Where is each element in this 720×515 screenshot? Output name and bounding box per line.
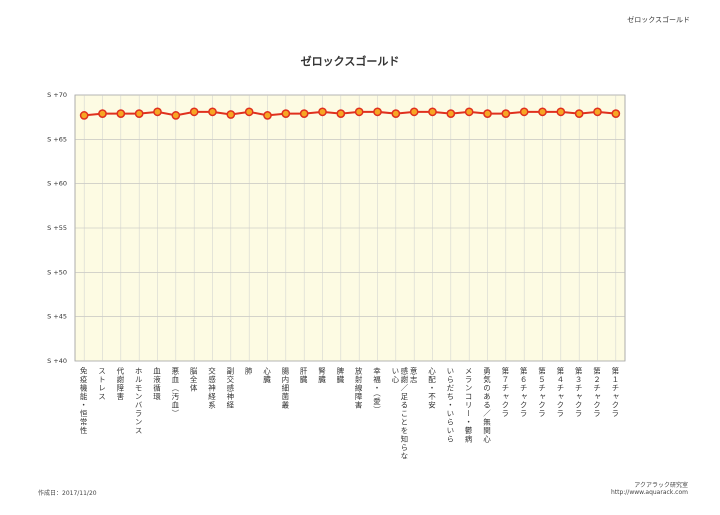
data-point [391, 109, 401, 118]
x-tick-label: 勇気のある／無関心 [482, 367, 492, 444]
data-point [281, 109, 291, 118]
data-point [171, 111, 181, 120]
x-tick-label: 幸福・（愛） [372, 367, 382, 415]
data-point [299, 109, 309, 118]
data-point [354, 107, 364, 117]
x-tick-label: 第５チャクラ [537, 367, 547, 418]
data-point [318, 107, 327, 117]
x-tick-label: 副交感神経 [225, 367, 235, 410]
x-tick-label: 第２チャクラ [592, 367, 602, 418]
organization: アクアラック研究室 [634, 482, 688, 489]
x-tick-label: メランコリー・鬱病 [464, 367, 474, 444]
x-tick-label: 脾臓 [335, 367, 345, 384]
data-point [611, 109, 621, 118]
y-tick-label: S +50 [47, 268, 67, 276]
data-point [79, 111, 89, 120]
x-tick-label: 感謝／足ることを知らない心 [390, 367, 409, 461]
x-tick-label: 腸内細菌叢 [280, 367, 290, 410]
y-tick-label: S +45 [47, 313, 67, 321]
data-point [409, 107, 419, 117]
x-tick-label: 意志 [409, 367, 419, 384]
data-point [98, 109, 107, 118]
data-point [519, 107, 529, 117]
x-tick-label: 第７チャクラ [500, 367, 510, 418]
x-tick-label: ホルモンバランス [134, 367, 144, 435]
y-tick-label: S +65 [47, 135, 67, 143]
x-tick-label: 第６チャクラ [519, 367, 529, 418]
x-tick-label: 肺 [244, 367, 254, 376]
x-tick-label: 脳全体 [189, 367, 199, 393]
y-tick-label: S +70 [47, 91, 67, 99]
data-point [556, 107, 566, 117]
data-point [134, 109, 144, 118]
data-point [208, 107, 217, 117]
x-tick-label: 血液循環 [152, 367, 162, 401]
data-point [153, 107, 162, 117]
x-tick-label: 肝臓 [299, 367, 309, 384]
data-point [428, 107, 437, 117]
x-tick-label: いらだち・いらいら [445, 367, 455, 444]
url: http://www.aquarack.com [610, 489, 688, 496]
data-point [336, 109, 346, 118]
data-point [464, 107, 474, 117]
data-point [189, 107, 199, 117]
data-point [116, 109, 126, 118]
data-point [263, 111, 272, 120]
x-tick-label: 第１チャクラ [610, 367, 620, 418]
y-tick-label: S +60 [47, 180, 67, 188]
data-point [244, 107, 254, 117]
x-tick-label: 心臓 [262, 367, 272, 384]
x-tick-label: 代謝障害 [115, 367, 125, 401]
chart-title: ゼロックスゴールド [301, 54, 400, 68]
x-tick-label: 腎臓 [317, 367, 327, 384]
data-point [483, 109, 492, 118]
created-date: 作成日：2017/11/20 [38, 490, 97, 497]
header: ゼロックスゴールド [627, 15, 690, 24]
data-point [501, 109, 511, 118]
data-point [538, 107, 547, 117]
data-point [226, 110, 236, 119]
x-tick-label: 悪血（汚血） [170, 367, 180, 418]
x-tick-label: 心配・不安 [427, 367, 437, 410]
y-tick-label: S +55 [47, 224, 67, 232]
y-tick-label: S +40 [47, 357, 67, 365]
x-tick-label: 免疫機能・恒常性 [79, 367, 89, 435]
data-point [593, 107, 602, 117]
x-tick-label: 第４チャクラ [555, 367, 565, 418]
x-tick-label: ストレス [97, 367, 107, 401]
x-tick-label: 第３チャクラ [574, 367, 584, 418]
x-tick-label: 放射線障害 [354, 367, 364, 410]
x-tick-label: 交感神経系 [207, 367, 217, 410]
data-point [446, 109, 456, 118]
data-point [574, 109, 584, 118]
data-point [373, 107, 382, 117]
